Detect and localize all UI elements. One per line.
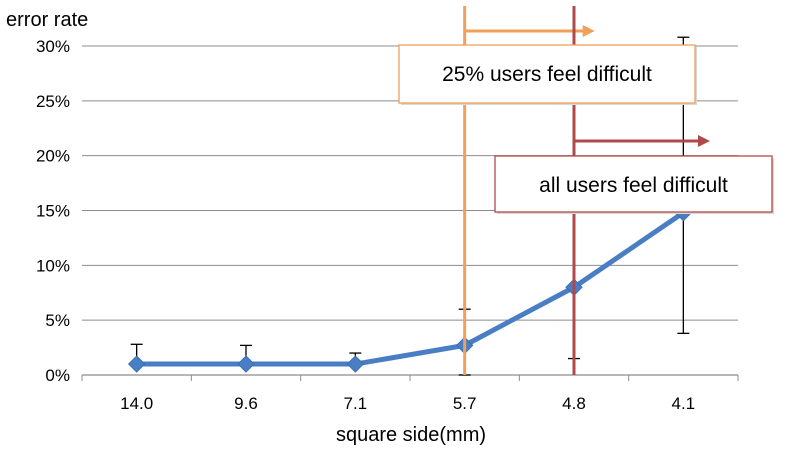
series-line: [134, 210, 686, 367]
series-polyline: [134, 210, 686, 367]
y-tick-labels: 0% 5% 10% 15% 20% 25% 30%: [36, 37, 70, 385]
callout-box-all: [494, 155, 773, 213]
x-axis: [81, 374, 739, 381]
callout-box-25pct: [398, 44, 696, 104]
arrow-head: [698, 135, 710, 147]
y-tick-label: 0%: [45, 366, 70, 385]
data-markers: [127, 203, 693, 373]
x-tick-label: 14.0: [120, 394, 153, 413]
y-tick-label: 10%: [36, 256, 70, 275]
y-tick-label: 20%: [36, 147, 70, 166]
y-axis-title: error rate: [6, 9, 88, 31]
data-point: [237, 355, 255, 373]
y-tick-label: 15%: [36, 202, 70, 221]
callout-text-all: all users feel difficult: [539, 174, 728, 197]
y-tick-label: 25%: [36, 92, 70, 111]
data-point: [127, 355, 146, 373]
data-point: [346, 355, 365, 373]
y-tick-label: 5%: [45, 311, 70, 330]
x-tick-label: 9.6: [234, 394, 258, 413]
x-tick-label: 4.1: [672, 394, 696, 413]
arrow-head: [582, 25, 595, 37]
callout-text-25pct: 25% users feel difficult: [442, 63, 652, 86]
x-tick-label: 5.7: [453, 394, 477, 413]
y-tick-label: 30%: [36, 37, 70, 56]
x-axis-title: square side(mm): [336, 424, 486, 446]
x-tick-labels: 14.0 9.6 7.1 5.7 4.8 4.1: [120, 394, 695, 413]
arrow-all: [574, 135, 710, 147]
x-tick-label: 7.1: [344, 394, 368, 413]
x-tick-label: 4.8: [562, 394, 586, 413]
arrow-25pct: [464, 25, 595, 37]
annotations: 25% users feel difficult all users feel d…: [398, 6, 774, 375]
